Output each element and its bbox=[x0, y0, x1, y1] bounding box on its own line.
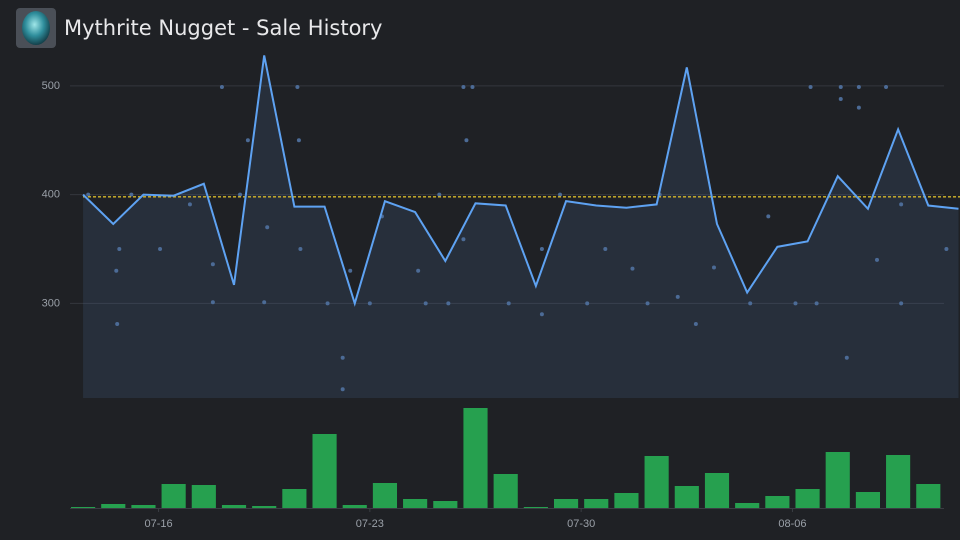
sale-dot bbox=[766, 214, 771, 219]
sale-dot bbox=[340, 355, 345, 360]
volume-bar bbox=[523, 507, 548, 508]
sale-dot bbox=[210, 300, 215, 305]
sale-dot bbox=[539, 312, 544, 317]
sale-dot bbox=[129, 192, 134, 197]
item-icon bbox=[22, 11, 50, 45]
sale-dot bbox=[187, 202, 192, 207]
volume-bar bbox=[221, 505, 247, 508]
sale-dot bbox=[675, 294, 680, 299]
sale-dot bbox=[219, 84, 224, 89]
x-tick-label: 07-30 bbox=[567, 518, 595, 530]
volume-bar bbox=[433, 501, 458, 508]
sale-dot bbox=[808, 84, 813, 89]
volume-bar bbox=[161, 484, 186, 508]
sale-dot bbox=[461, 84, 466, 89]
sale-dot bbox=[461, 237, 466, 242]
volume-bar bbox=[312, 434, 337, 508]
volume-bar bbox=[553, 499, 579, 508]
sale-dot bbox=[158, 247, 163, 252]
sale-dot bbox=[630, 266, 635, 271]
sale-dot bbox=[899, 301, 904, 306]
sale-dot bbox=[506, 301, 511, 306]
volume-bar bbox=[493, 474, 518, 508]
volume-bar bbox=[282, 489, 307, 508]
volume-bar bbox=[463, 408, 488, 508]
y-tick-label: 400 bbox=[42, 189, 60, 201]
sale-dot bbox=[793, 301, 798, 306]
sale-dot bbox=[416, 268, 421, 273]
volume-bar bbox=[403, 499, 428, 508]
y-tick-label: 300 bbox=[42, 297, 60, 309]
volume-bar bbox=[855, 492, 881, 508]
sale-dot bbox=[86, 192, 91, 197]
volume-bar bbox=[71, 507, 96, 508]
sale-dot bbox=[210, 262, 215, 267]
sale-dot bbox=[348, 268, 353, 273]
sale-dot bbox=[856, 105, 861, 110]
volume-bar bbox=[795, 489, 820, 508]
x-tick-label: 07-16 bbox=[144, 518, 172, 530]
volume-bar bbox=[131, 505, 156, 508]
sale-dot bbox=[838, 84, 843, 89]
volume-bar bbox=[584, 499, 609, 508]
sale-dot bbox=[295, 84, 300, 89]
y-tick-label: 500 bbox=[42, 80, 60, 92]
sale-dot bbox=[838, 96, 843, 101]
sale-dot bbox=[446, 301, 451, 306]
sale-dot bbox=[711, 265, 716, 270]
sale-dot bbox=[539, 247, 544, 252]
volume-bar bbox=[674, 486, 699, 508]
sale-dot bbox=[944, 247, 949, 252]
sale-dot bbox=[117, 247, 122, 252]
sale-dot bbox=[585, 301, 590, 306]
volume-bar bbox=[704, 473, 730, 508]
volume-bar bbox=[644, 456, 669, 508]
chart-title: Mythrite Nugget - Sale History bbox=[64, 16, 383, 40]
volume-bar bbox=[101, 504, 126, 508]
sale-dot bbox=[844, 355, 849, 360]
sale-dot bbox=[884, 84, 889, 89]
sale-dot bbox=[238, 192, 243, 197]
sale-dot bbox=[899, 202, 904, 207]
volume-bar bbox=[614, 493, 639, 508]
sale-dot bbox=[262, 300, 267, 305]
volume-bar bbox=[252, 506, 277, 508]
volume-bar bbox=[342, 505, 367, 508]
sale-dot bbox=[693, 322, 698, 327]
volume-bar bbox=[765, 496, 790, 508]
sale-dot bbox=[856, 84, 861, 89]
x-tick-label: 08-06 bbox=[778, 518, 806, 530]
sale-dot bbox=[874, 257, 879, 262]
sale-dot bbox=[437, 192, 442, 197]
sale-dot bbox=[748, 301, 753, 306]
sale-dot bbox=[265, 225, 270, 230]
sale-dot bbox=[245, 138, 250, 143]
volume-bar bbox=[191, 485, 216, 508]
sale-dot bbox=[814, 301, 819, 306]
area bbox=[83, 55, 959, 398]
sale-dot bbox=[470, 84, 475, 89]
sale-dot bbox=[558, 192, 563, 197]
sale-dot bbox=[603, 247, 608, 252]
volume-bar bbox=[372, 483, 398, 508]
volume-bar bbox=[886, 455, 911, 508]
x-tick-label: 07-23 bbox=[356, 518, 384, 530]
sale-dot bbox=[115, 322, 120, 327]
sale-dot bbox=[423, 301, 428, 306]
sale-dot bbox=[340, 387, 345, 392]
sale-dot bbox=[367, 301, 372, 306]
sale-dot bbox=[645, 301, 650, 306]
sale-dot bbox=[325, 301, 330, 306]
volume-bar bbox=[825, 452, 850, 508]
sale-dot bbox=[114, 268, 119, 273]
volume-bar bbox=[916, 484, 941, 508]
sale-dot bbox=[296, 138, 301, 143]
sale-dot bbox=[464, 138, 469, 143]
price-line bbox=[82, 55, 959, 307]
sale-dot bbox=[298, 247, 303, 252]
volume-bar bbox=[735, 503, 760, 508]
